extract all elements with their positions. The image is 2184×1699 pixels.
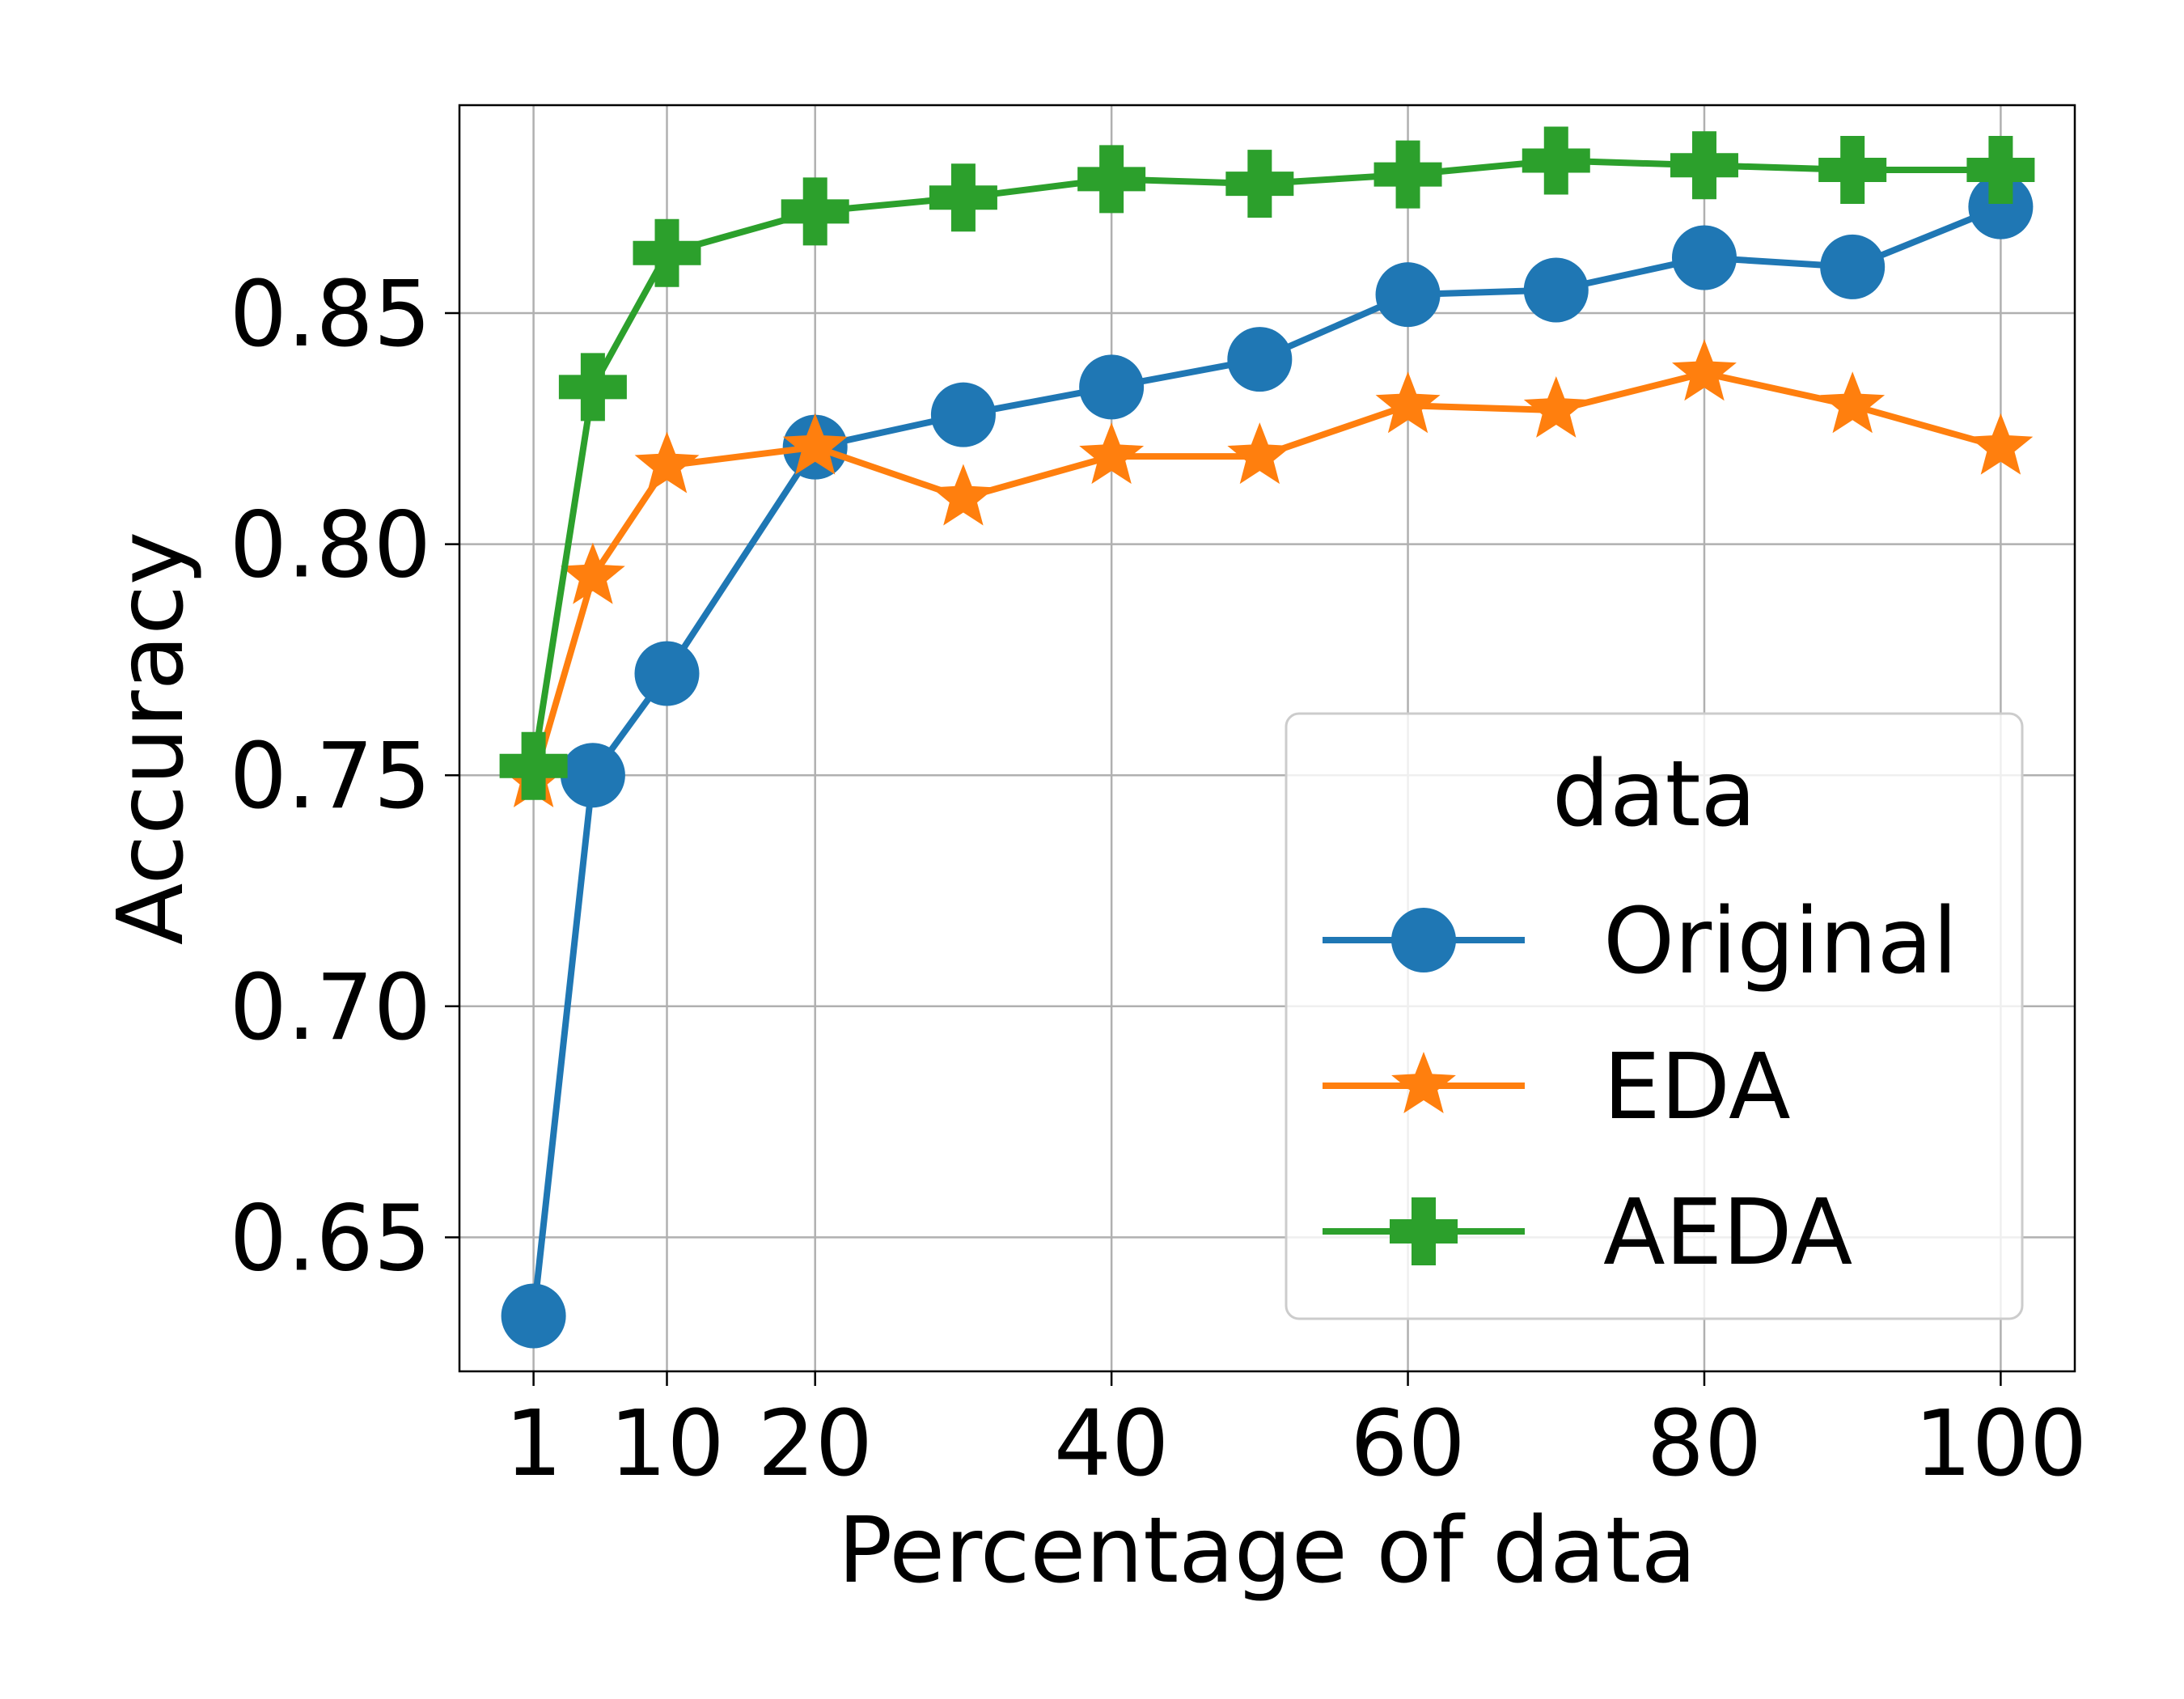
x-tick-label: 60 xyxy=(1350,1392,1466,1497)
eda-point xyxy=(634,431,700,494)
original-point xyxy=(1968,174,2034,239)
aeda-point xyxy=(781,177,849,246)
aeda-point xyxy=(633,218,701,287)
aeda-point xyxy=(1966,135,2035,204)
x-tick-label: 40 xyxy=(1054,1392,1170,1497)
x-tick-label: 100 xyxy=(1915,1392,2088,1497)
legend: data Original EDA AEDA xyxy=(1285,712,2024,1320)
legend-entry-aeda: AEDA xyxy=(1323,1180,1852,1286)
legend-entry-original: Original xyxy=(1323,889,1958,994)
legend-box xyxy=(1285,712,2024,1320)
y-tick-label: 0.85 xyxy=(230,262,431,367)
y-tick-label: 0.70 xyxy=(230,955,431,1061)
legend-label-aeda: AEDA xyxy=(1603,1180,1852,1286)
legend-entries: Original EDA AEDA xyxy=(1323,889,1958,1286)
aeda-point xyxy=(1225,150,1294,218)
original-point xyxy=(1820,234,1886,299)
y-axis-label: Accuracy xyxy=(99,532,204,945)
original-point xyxy=(1227,327,1293,392)
eda-point xyxy=(931,464,996,526)
legend-marker-aeda xyxy=(1390,1197,1458,1265)
series-aeda xyxy=(499,126,2035,800)
eda-point xyxy=(1227,422,1293,485)
y-tick-label: 0.75 xyxy=(230,724,431,829)
eda-point xyxy=(1375,371,1441,434)
eda-point xyxy=(1820,371,1886,434)
x-tick-label: 10 xyxy=(609,1392,725,1497)
aeda-point xyxy=(1522,126,1590,195)
aeda-point xyxy=(1077,145,1146,214)
eda-point xyxy=(1523,376,1589,438)
eda-point xyxy=(1968,413,2034,475)
original-point xyxy=(1523,257,1589,323)
series-group xyxy=(499,126,2035,1349)
original-point xyxy=(560,743,625,808)
original-point xyxy=(634,641,700,706)
plot-frame xyxy=(458,104,2076,1373)
original-point xyxy=(930,382,996,447)
original-point xyxy=(501,1283,566,1349)
aeda-point xyxy=(1670,131,1738,200)
aeda-point xyxy=(558,353,627,422)
original-point xyxy=(1671,225,1737,290)
x-tick-label: 20 xyxy=(757,1392,873,1497)
ticks: 1 10 20 40 60 80 100 0.65 0.70 0.75 0.80 0.85 xyxy=(230,262,2088,1497)
x-tick-label: 80 xyxy=(1647,1392,1763,1497)
eda-point xyxy=(1079,422,1145,485)
x-axis-label: Percentage of data xyxy=(838,1498,1696,1604)
legend-marker-eda xyxy=(1391,1052,1456,1113)
legend-marker-original xyxy=(1391,908,1456,972)
legend-title: data xyxy=(1552,742,1756,847)
aeda-point xyxy=(499,731,568,800)
legend-entry-eda: EDA xyxy=(1323,1035,1791,1140)
aeda-point xyxy=(1818,135,1887,204)
x-tick-label: 1 xyxy=(505,1392,562,1497)
original-point xyxy=(1079,354,1145,420)
y-tick-label: 0.80 xyxy=(230,494,431,599)
series-original xyxy=(501,174,2034,1349)
eda-point xyxy=(782,413,848,475)
eda-point xyxy=(560,542,625,604)
eda-point xyxy=(1672,339,1737,401)
y-tick-label: 0.65 xyxy=(230,1186,431,1291)
aeda-point xyxy=(1373,140,1442,209)
legend-label-original: Original xyxy=(1603,889,1958,994)
aeda-point xyxy=(929,163,997,232)
original-point xyxy=(1375,262,1441,328)
legend-label-eda: EDA xyxy=(1603,1035,1791,1140)
